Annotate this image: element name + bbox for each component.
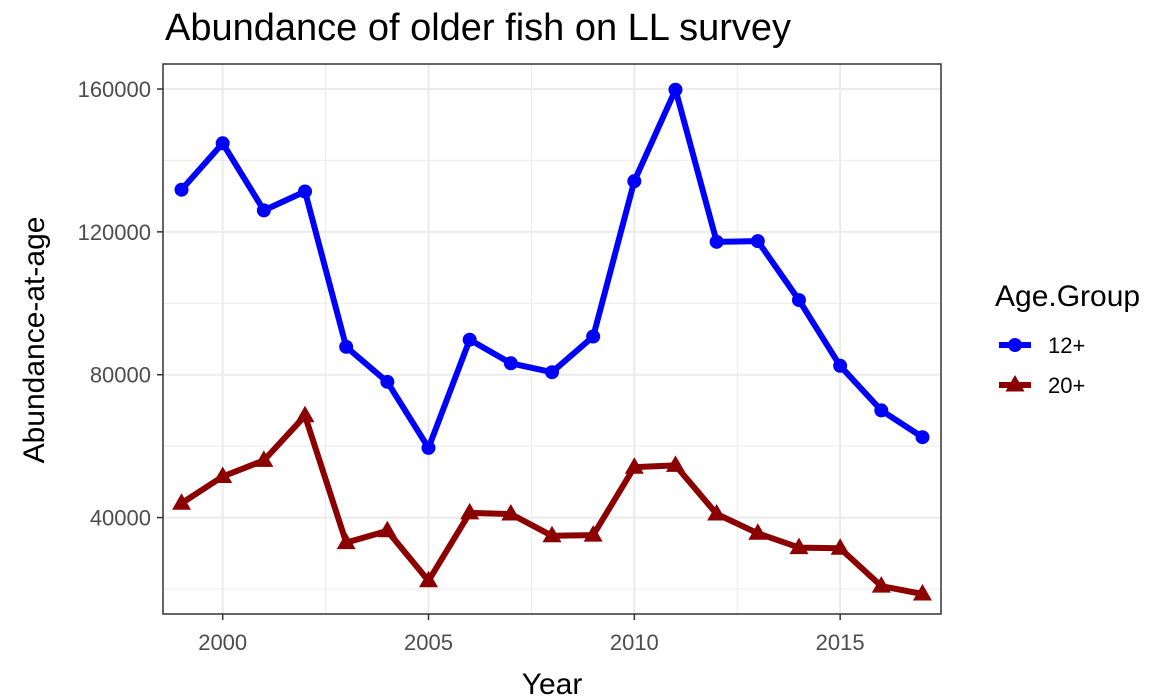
data-point-20+ <box>419 570 439 588</box>
data-point-20+ <box>172 493 192 510</box>
y-tick-label: 120000 <box>78 220 151 245</box>
data-point-20+ <box>665 455 685 472</box>
data-point-20+ <box>254 450 274 467</box>
data-point-12+ <box>750 234 765 249</box>
data-point-20+ <box>460 502 480 520</box>
data-point-20+ <box>789 537 809 555</box>
data-point-12+ <box>791 293 806 308</box>
data-point-12+ <box>627 174 642 189</box>
y-tick-label: 160000 <box>78 77 151 102</box>
y-tick-label: 80000 <box>90 363 151 388</box>
data-point-20+ <box>295 405 315 423</box>
x-tick-label: 2000 <box>198 630 247 655</box>
legend-key-marker-12+ <box>1008 338 1022 352</box>
data-point-20+ <box>707 504 727 521</box>
data-point-12+ <box>174 182 189 197</box>
data-point-12+ <box>874 403 889 418</box>
x-tick-label: 2010 <box>610 630 659 655</box>
data-point-12+ <box>421 440 436 455</box>
data-point-12+ <box>668 82 683 97</box>
legend-key-marker-20+ <box>1005 375 1025 392</box>
data-point-20+ <box>912 584 932 601</box>
data-point-20+ <box>213 466 233 483</box>
y-tick-label: 40000 <box>90 506 151 531</box>
data-point-12+ <box>586 329 601 344</box>
data-point-12+ <box>833 358 848 373</box>
x-axis-title: Year <box>522 668 583 700</box>
panel-background <box>163 64 941 614</box>
data-point-20+ <box>542 525 562 543</box>
data-point-12+ <box>462 332 477 347</box>
panel-border <box>162 63 942 615</box>
data-point-12+ <box>503 356 518 371</box>
data-point-20+ <box>871 576 891 593</box>
data-point-20+ <box>624 457 644 474</box>
data-point-12+ <box>256 203 271 218</box>
data-point-12+ <box>339 339 354 354</box>
y-axis-title: Abundance-at-age <box>18 217 51 464</box>
data-point-20+ <box>830 538 850 555</box>
data-point-20+ <box>377 520 397 538</box>
x-tick-label: 2005 <box>404 630 453 655</box>
data-point-12+ <box>709 234 724 249</box>
data-point-20+ <box>501 504 521 521</box>
data-point-12+ <box>215 136 230 151</box>
data-point-12+ <box>380 374 395 389</box>
plot-panel <box>162 63 942 615</box>
legend: Age.Group 12+ 20+ <box>995 280 1140 398</box>
legend-label-12+: 12+ <box>1048 333 1085 358</box>
chart-title: Abundance of older fish on LL survey <box>165 7 791 49</box>
x-tick-label: 2015 <box>816 630 865 655</box>
data-point-20+ <box>748 523 768 540</box>
data-point-20+ <box>583 525 603 542</box>
data-point-12+ <box>915 430 930 445</box>
data-point-20+ <box>336 532 356 550</box>
data-point-12+ <box>545 365 559 380</box>
legend-title: Age.Group <box>995 280 1140 313</box>
legend-label-20+: 20+ <box>1048 373 1085 398</box>
data-point-12+ <box>298 184 313 199</box>
